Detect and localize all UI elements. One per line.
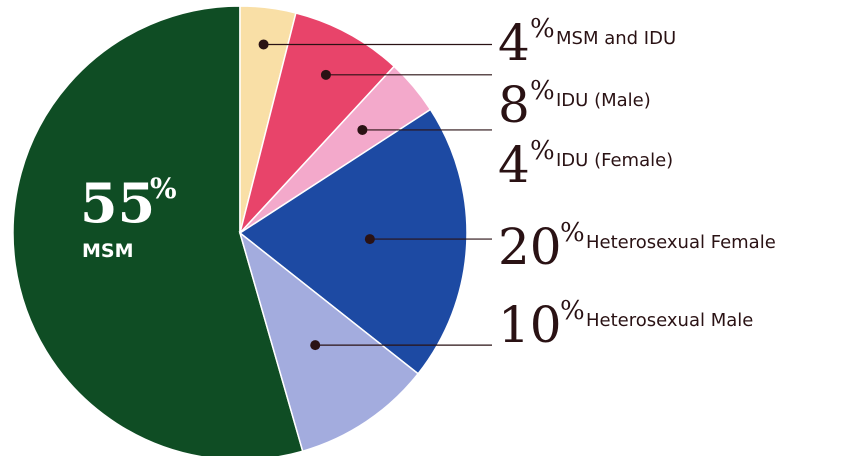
category-label-msm-and-idu: MSM and IDU (556, 28, 676, 49)
category-label-heterosexual-male: Heterosexual Male (586, 310, 753, 331)
value-label-idu-male: 8 (498, 76, 530, 134)
category-label-msm: MSM (82, 240, 134, 262)
pie-slice-msm (12, 5, 304, 456)
percent-sign-idu-female: % (530, 136, 555, 166)
value-label-idu-female: 4 (498, 136, 530, 194)
percent-sign-idu-male: % (530, 76, 555, 106)
category-label-heterosexual-female: Heterosexual Female (586, 232, 776, 253)
percent-sign-msm-and-idu: % (530, 14, 555, 44)
leader-dot-heterosexual-female (364, 234, 375, 245)
pie-slice-heterosexual-male (238, 230, 420, 453)
category-label-idu-female: IDU (Female) (556, 150, 673, 171)
value-label-msm: 55 (80, 171, 155, 235)
value-label-heterosexual-female: 20 (498, 218, 562, 276)
percent-sign-heterosexual-female: % (560, 218, 585, 248)
percent-sign-msm: % (150, 172, 177, 205)
leader-dot-msm-and-idu (258, 39, 269, 50)
leader-dot-idu-male (320, 69, 331, 80)
pie-slice-idu-male (239, 12, 396, 234)
percent-sign-heterosexual-male: % (560, 296, 585, 326)
value-label-heterosexual-male: 10 (498, 296, 562, 354)
pie-slice-heterosexual-female (238, 108, 468, 375)
category-label-idu-male: IDU (Male) (556, 90, 651, 111)
value-label-msm-and-idu: 4 (498, 14, 530, 72)
leader-dot-heterosexual-male (310, 340, 321, 351)
leader-dot-idu-female (357, 124, 368, 135)
